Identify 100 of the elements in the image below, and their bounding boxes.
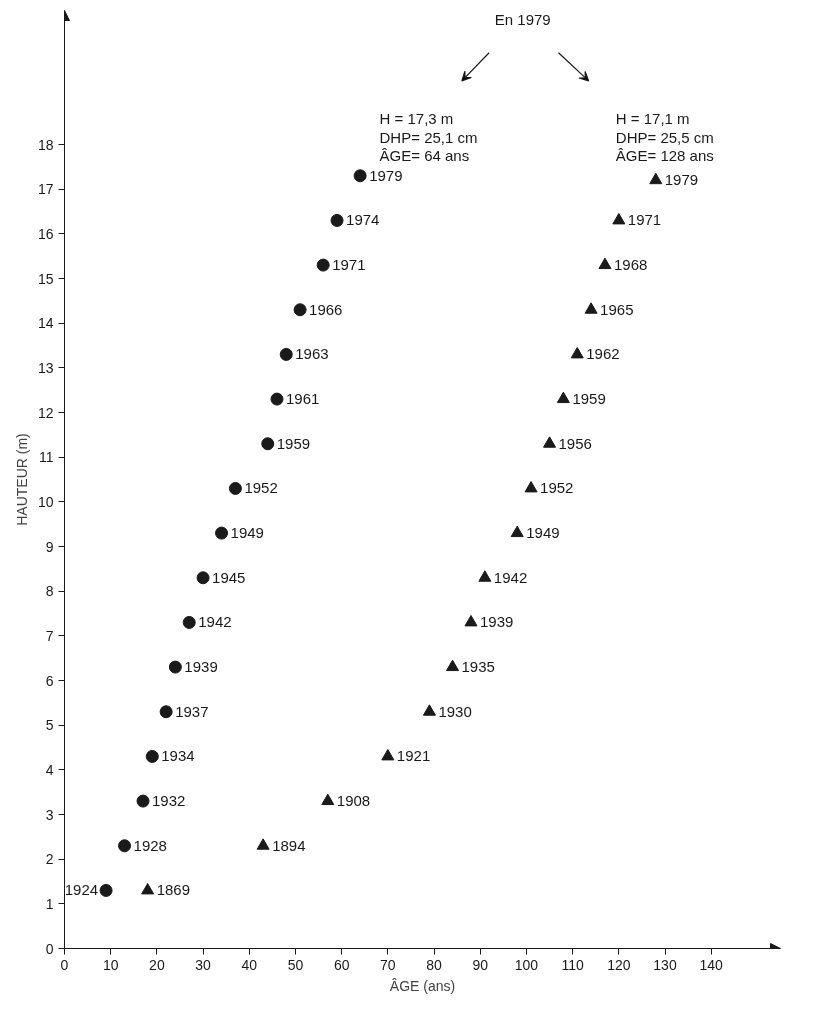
point [598,257,612,270]
x-tick-label: 30 [195,956,212,973]
point [141,883,155,895]
point [215,526,229,540]
y-tick-label: 17 [37,181,54,198]
annotation: 1971 [332,256,366,274]
annotation: 1939 [184,658,218,676]
point [279,347,293,361]
point [446,659,460,672]
x-tick-label: 120 [607,956,631,973]
point [353,169,367,183]
point [99,883,113,897]
point [649,172,663,185]
annotation: 1937 [175,702,209,720]
annotation: 1962 [586,345,620,363]
point [478,570,492,582]
annotation: 1945 [212,568,246,586]
x-tick-label: 70 [380,956,396,973]
annotation: DHP= 25,5 cm [615,128,714,146]
x-tick-label: 140 [699,956,724,973]
point [381,749,395,761]
point [584,302,598,314]
y-tick-label: 9 [45,538,54,555]
y-tick-label: 2 [45,851,54,868]
point [293,303,307,317]
point [261,437,275,451]
point [556,391,570,404]
y-tick-label: 12 [37,404,54,421]
annotation: 1968 [613,256,648,274]
annotation: 1932 [152,792,186,810]
annotation: 1952 [244,479,278,497]
point [570,347,584,359]
y-tick-label: 6 [45,672,54,689]
annotation: 1959 [276,434,311,452]
annotation: 1869 [156,881,191,899]
x-tick-label: 40 [241,956,258,973]
y-tick-label: 14 [37,315,54,332]
x-tick-label: 60 [333,956,350,973]
annotation: 1942 [493,568,528,586]
x-axis-title: ÂGE (ans) [389,977,456,994]
annotation: 1934 [161,747,195,765]
annotation: 1956 [558,434,592,452]
point [612,213,626,225]
y-tick-label: 10 [37,493,54,510]
y-tick-label: 15 [37,270,54,287]
point [422,704,436,716]
annotation: 1908 [336,792,371,810]
point [256,838,270,850]
annotation: 1924 [64,881,99,899]
annotation: H = 17,1 m [615,109,690,127]
y-tick-label: 8 [45,583,54,600]
x-tick-label: 20 [149,956,165,973]
annotation: 1935 [461,658,495,676]
x-tick-label: 50 [287,956,304,973]
point [464,615,478,627]
y-tick-label: 7 [45,627,54,644]
annotation: ÂGE= 128 ans [615,147,714,165]
point [524,481,538,493]
y-tick-label: 11 [38,449,54,466]
y-tick-label: 0 [45,940,54,957]
annotation: DHP= 25,1 cm [379,128,478,146]
y-tick-label: 3 [45,806,54,823]
annotation: 1961 [285,390,320,408]
annotation: 1979 [664,171,699,189]
x-tick-label: 80 [426,956,443,973]
point [159,705,173,719]
point [182,615,196,629]
annotation: 1942 [198,613,232,631]
y-axis-title: HAUTEUR (m) [13,433,30,526]
x-tick-label: 0 [60,956,69,973]
annotation: 1921 [396,747,431,765]
annotation: 1894 [272,836,306,854]
point [330,213,344,227]
x-tick-label: 10 [102,956,119,973]
point [270,392,284,406]
annotation: 1963 [295,345,329,363]
x-tick-label: 100 [514,956,539,973]
x-tick-label: 90 [472,956,489,973]
y-tick-label: 4 [45,761,54,778]
annotation: En 1979 [494,11,551,29]
y-tick-label: 18 [37,136,54,153]
x-tick-label: 130 [653,956,677,973]
point [196,571,210,585]
y-tick-label: 5 [45,717,54,734]
point [510,525,524,538]
annotation: 1949 [526,524,560,542]
annotation: H = 17,3 m [379,109,454,127]
y-tick-label: 16 [37,225,54,242]
annotation: 1965 [600,300,634,318]
annotation: 1949 [230,524,264,542]
annotation: 1928 [133,836,167,854]
annotation: 1959 [572,390,606,408]
point [228,481,242,495]
annotation: 1952 [540,479,574,497]
point [321,793,335,806]
annotation: ÂGE= 64 ans [379,147,470,165]
point [168,660,182,674]
y-tick-label: 1 [45,895,54,912]
point [316,258,330,272]
annotation: 1939 [480,613,514,631]
